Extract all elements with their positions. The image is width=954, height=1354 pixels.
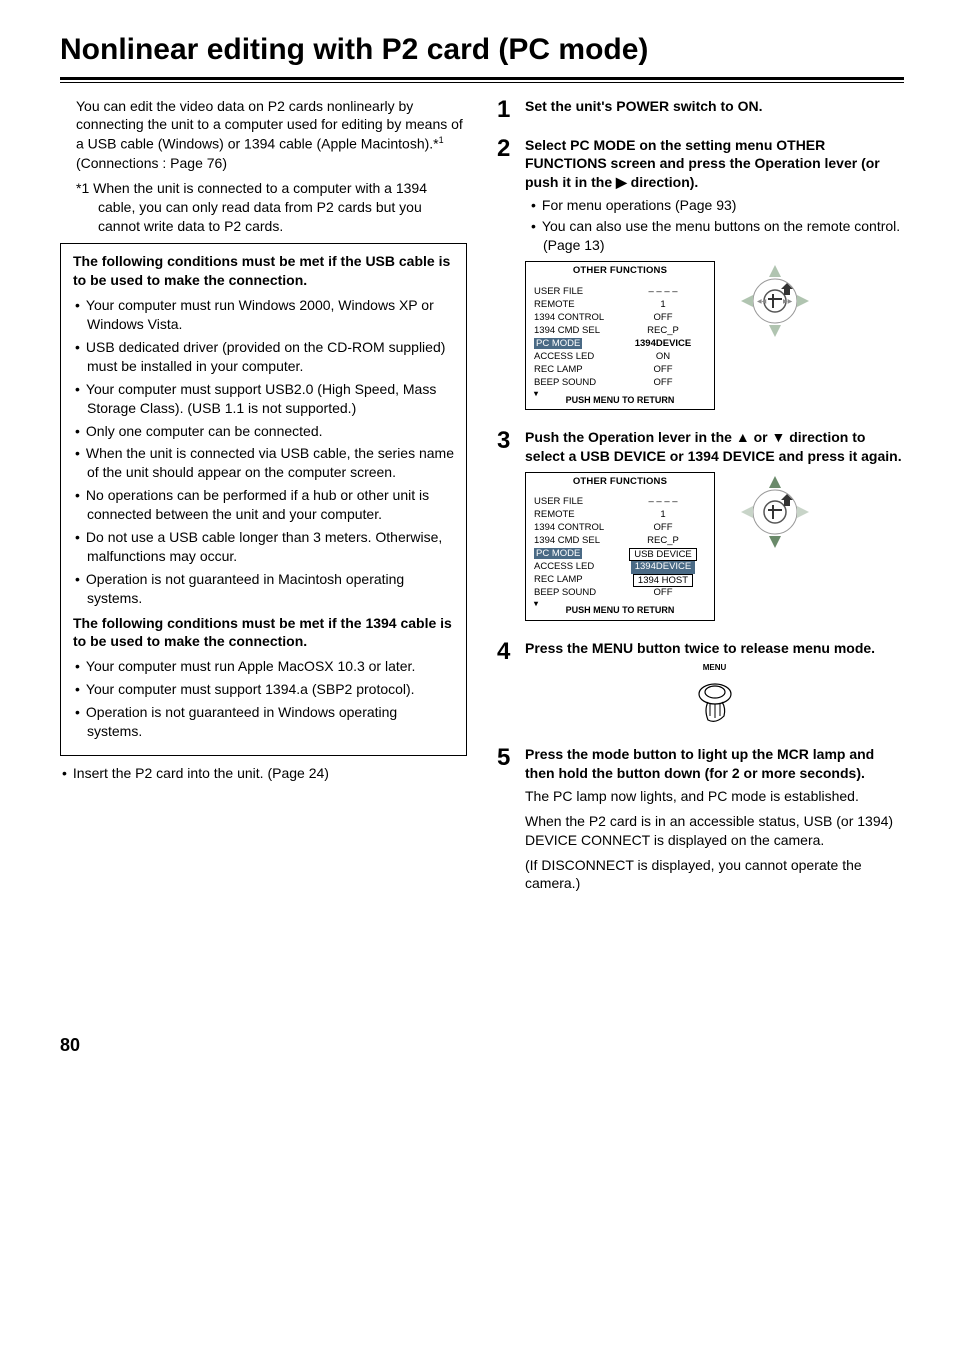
svg-text:◀◀: ◀◀ [757,299,767,305]
step-2-bullet: For menu operations (Page 93) [529,196,904,215]
step-number: 4 [497,639,525,732]
step-4: 4 Press the MENU button twice to release… [497,639,904,732]
usb-item: When the unit is connected via USB cable… [73,444,454,482]
svg-text:▶▶: ▶▶ [783,299,793,305]
step-number: 1 [497,97,525,122]
step-number: 2 [497,136,525,414]
footnote-1: *1 When the unit is connected to a compu… [76,179,467,236]
usb-item: Operation is not guaranteed in Macintosh… [73,570,454,608]
usb-item: USB dedicated driver (provided on the CD… [73,338,454,376]
page-title: Nonlinear editing with P2 card (PC mode) [60,30,904,71]
step-2-bullet: You can also use the menu buttons on the… [529,217,904,255]
page-number: 80 [60,1033,904,1057]
step-2-sub: For menu operations (Page 93) You can al… [525,196,904,255]
intro-text: You can edit the video data on P2 cards … [76,97,467,173]
step-2: 2 Select PC MODE on the setting menu OTH… [497,136,904,414]
fw-item: Operation is not guaranteed in Windows o… [73,703,454,741]
step-3: 3 Push the Operation lever in the ▲ or ▼… [497,428,904,625]
rule-thick [60,77,904,80]
step-number: 5 [497,745,525,899]
menu-title: OTHER FUNCTIONS [526,262,714,281]
press-button-icon [690,676,740,726]
right-column: 1 Set the unit's POWER switch to ON. 2 S… [497,97,904,914]
menu-screen-2: OTHER FUNCTIONS USER FILE– – – –REMOTE11… [525,472,715,621]
fw-list: Your computer must run Apple MacOSX 10.3… [73,657,454,741]
rule-thin [60,82,904,83]
usb-heading: The following conditions must be met if … [73,252,454,290]
fw-heading: The following conditions must be met if … [73,614,454,652]
usb-item: Do not use a USB cable longer than 3 met… [73,528,454,566]
step-5-p2: When the P2 card is in an accessible sta… [525,812,904,850]
step-5: 5 Press the mode button to light up the … [497,745,904,899]
operation-lever-icon: ◀◀ ▶▶ [735,261,815,341]
menu-footer: PUSH MENU TO RETURN [526,392,714,409]
step-1-head: Set the unit's POWER switch to ON. [525,97,904,116]
menu-button-figure: MENU [525,663,904,731]
step-1: 1 Set the unit's POWER switch to ON. [497,97,904,122]
fw-item: Your computer must support 1394.a (SBP2 … [73,680,454,699]
menu-footer: PUSH MENU TO RETURN [526,602,714,619]
step-number: 3 [497,428,525,625]
conditions-box: The following conditions must be met if … [60,243,467,755]
fw-item: Your computer must run Apple MacOSX 10.3… [73,657,454,676]
step-5-head: Press the mode button to light up the MC… [525,745,904,783]
step-2-head: Select PC MODE on the setting menu OTHER… [525,136,904,193]
step-4-head: Press the MENU button twice to release m… [525,639,904,658]
operation-lever-icon [735,472,815,552]
usb-list: Your computer must run Windows 2000, Win… [73,296,454,607]
usb-item: Your computer must run Windows 2000, Win… [73,296,454,334]
usb-item: Only one computer can be connected. [73,422,454,441]
left-column: You can edit the video data on P2 cards … [60,97,467,914]
insert-card-bullet: Insert the P2 card into the unit. (Page … [60,764,467,783]
step-3-head: Push the Operation lever in the ▲ or ▼ d… [525,428,904,466]
usb-item: No operations can be performed if a hub … [73,486,454,524]
menu-screen-1: OTHER FUNCTIONS USER FILE– – – –REMOTE11… [525,261,715,410]
menu-button-label: MENU [525,663,904,674]
usb-item: Your computer must support USB2.0 (High … [73,380,454,418]
step-5-p3: (If DISCONNECT is displayed, you cannot … [525,856,904,894]
menu-title: OTHER FUNCTIONS [526,473,714,492]
step-5-p1: The PC lamp now lights, and PC mode is e… [525,787,904,806]
